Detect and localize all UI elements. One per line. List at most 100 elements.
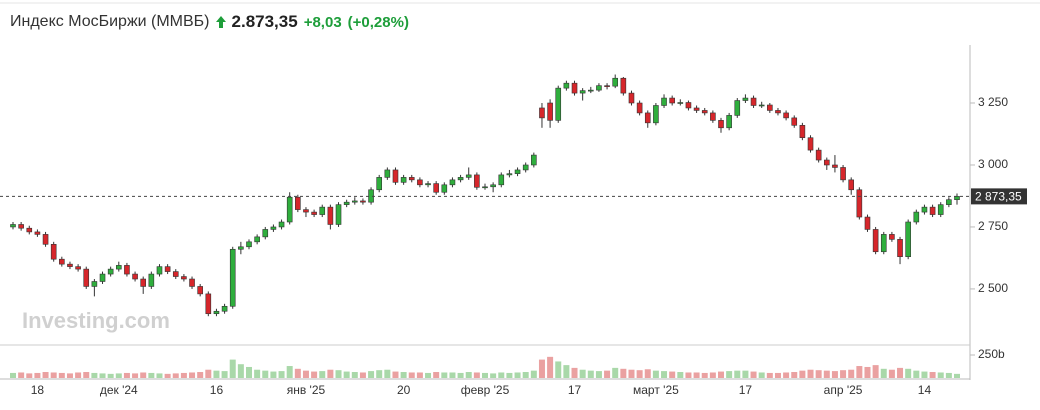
y-tick-label: 3 250 <box>978 95 1008 109</box>
volume-bar <box>58 372 65 378</box>
candle-body <box>392 169 399 183</box>
volume-bar <box>538 359 545 378</box>
volume-bar <box>433 372 440 378</box>
volume-bar <box>701 372 708 378</box>
candle-body <box>10 224 16 228</box>
candle-body <box>351 200 358 203</box>
candle-body <box>221 305 228 312</box>
candle-body <box>823 159 830 166</box>
x-tick-label: 20 <box>397 383 411 397</box>
volume-bar <box>368 371 375 378</box>
candle-body <box>498 174 505 186</box>
candle-body <box>465 174 472 178</box>
up-arrow <box>215 16 226 28</box>
candle-body <box>278 221 285 228</box>
volume-bar <box>246 366 252 378</box>
volume-bar <box>164 373 171 378</box>
candle-body <box>140 278 147 287</box>
candle-body <box>433 183 439 193</box>
candle-body <box>286 196 293 223</box>
candle-body <box>693 107 700 111</box>
candle-body <box>547 102 553 121</box>
candle-body <box>856 189 863 218</box>
volume-bar <box>937 372 944 378</box>
volume-bar <box>864 366 871 378</box>
candle-body <box>726 115 732 129</box>
candle-body <box>376 177 383 191</box>
volume-bar <box>384 369 391 378</box>
candle-body <box>522 164 529 171</box>
x-tick-label: 14 <box>918 383 932 397</box>
volume-bar <box>140 372 147 378</box>
volume-bar <box>42 372 49 378</box>
x-tick-label: 16 <box>210 383 224 397</box>
volume-bar <box>392 371 399 378</box>
volume-bar <box>327 369 334 378</box>
volume-bar <box>766 372 773 378</box>
volume-bar <box>343 371 350 378</box>
volume-bar <box>490 373 497 378</box>
candle-body <box>742 97 749 101</box>
volume-bar <box>376 370 383 378</box>
volume-bar <box>416 372 423 378</box>
candle-body <box>474 174 480 188</box>
volume-bar <box>302 370 309 378</box>
candle-body <box>295 196 301 210</box>
candle-body <box>262 229 269 238</box>
volume-bar <box>99 373 106 378</box>
volume-bar <box>718 371 724 378</box>
candle-body <box>612 77 619 87</box>
candle-body <box>197 286 203 295</box>
candle-body <box>750 97 757 106</box>
candle-body <box>335 204 342 225</box>
candle-body <box>449 179 456 186</box>
volume-bar <box>400 372 407 378</box>
volume-bar <box>652 370 659 378</box>
candle-body <box>913 211 920 223</box>
volume-bar <box>921 371 928 378</box>
candle-body <box>172 271 179 277</box>
volume-bar <box>799 370 806 378</box>
candle-body <box>783 112 789 119</box>
volume-bar <box>579 369 586 378</box>
candle-body <box>18 224 24 229</box>
candle-body <box>148 273 155 287</box>
candle-body <box>384 169 391 178</box>
volume-bar <box>75 372 82 378</box>
watermark: Investing.com <box>22 308 170 333</box>
y-tick-label: 3 000 <box>978 157 1008 171</box>
candle-body <box>644 112 651 124</box>
volume-bar <box>604 370 611 378</box>
candle-body <box>360 200 366 203</box>
candle-body <box>205 293 212 315</box>
volume-bar <box>441 372 448 378</box>
volume-bar <box>791 372 798 378</box>
volume-bar <box>897 367 904 378</box>
last-price-tag <box>971 188 1027 205</box>
candle-body <box>270 226 277 230</box>
volume-bar <box>506 372 513 378</box>
candle-body <box>571 82 578 94</box>
volume-bar <box>726 371 733 378</box>
volume-bar <box>555 361 562 378</box>
candle-body <box>799 125 806 139</box>
candle-body <box>620 77 627 94</box>
volume-bar <box>742 370 749 378</box>
volume-bar <box>270 371 277 378</box>
volume-bar <box>180 372 187 378</box>
volume-bar <box>66 373 73 378</box>
x-tick-label: дек '24 <box>100 383 138 397</box>
volume-bar <box>758 372 765 378</box>
candle-body <box>775 110 781 114</box>
candle-body <box>596 85 602 91</box>
candle-body <box>628 92 635 104</box>
volume-bar <box>91 372 98 378</box>
volume-bar <box>26 373 33 378</box>
candle-body <box>946 199 952 205</box>
last-price-label: 2 873,35 <box>975 190 1022 204</box>
x-tick-label: 18 <box>31 383 45 397</box>
volume-bar <box>661 371 668 378</box>
candle-body <box>83 268 90 287</box>
candle-body <box>59 258 65 265</box>
volume-bar <box>709 372 716 378</box>
